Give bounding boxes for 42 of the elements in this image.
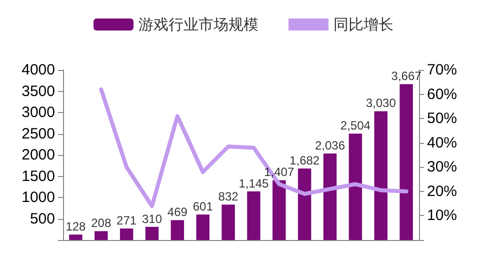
bar	[298, 168, 312, 240]
bar	[120, 228, 134, 240]
y-tick-label: 2500	[22, 125, 55, 142]
legend-label: 游戏行业市场规模	[138, 16, 258, 34]
y-tick-label: 4000	[22, 62, 55, 78]
bar	[196, 214, 210, 240]
legend-label: 同比增长	[334, 16, 394, 34]
bar	[400, 84, 413, 240]
bar	[272, 180, 286, 240]
y-tick-label: 1000	[22, 189, 55, 206]
bar	[145, 226, 159, 240]
bar	[222, 204, 235, 240]
data-label: 1,682	[290, 154, 320, 168]
y-tick-label: 2000	[22, 146, 55, 164]
bar	[374, 111, 388, 240]
bar	[323, 153, 337, 240]
data-label: 310	[142, 212, 162, 226]
y2-tick-label: 30%	[427, 158, 458, 176]
bar	[69, 234, 82, 240]
y2-tick-label: 50%	[427, 110, 458, 128]
y-tick-label: 1500	[22, 168, 55, 185]
y-tick-label: 3000	[22, 104, 55, 121]
y2-tick-label: 40%	[427, 134, 458, 152]
data-label: 601	[192, 199, 214, 214]
data-label: 832	[218, 190, 239, 204]
bar	[170, 220, 184, 240]
y2-tick-label: 60%	[427, 86, 458, 103]
y-tick-label: 3500	[22, 82, 55, 100]
y2-tick-label: 10%	[427, 207, 458, 224]
data-label: 3,030	[366, 96, 396, 110]
data-label: 271	[116, 213, 137, 228]
y2-tick-label: 70%	[427, 62, 458, 78]
data-label: 208	[91, 216, 112, 230]
data-label: 2,504	[340, 118, 371, 133]
bar	[247, 191, 260, 240]
bar	[348, 134, 362, 240]
y-tick-label: 500	[30, 210, 55, 228]
data-label: 128	[66, 220, 86, 234]
data-label: 469	[167, 205, 188, 220]
data-label: 2,036	[314, 138, 346, 152]
bar	[94, 231, 108, 240]
y2-tick-label: 20%	[427, 182, 458, 200]
